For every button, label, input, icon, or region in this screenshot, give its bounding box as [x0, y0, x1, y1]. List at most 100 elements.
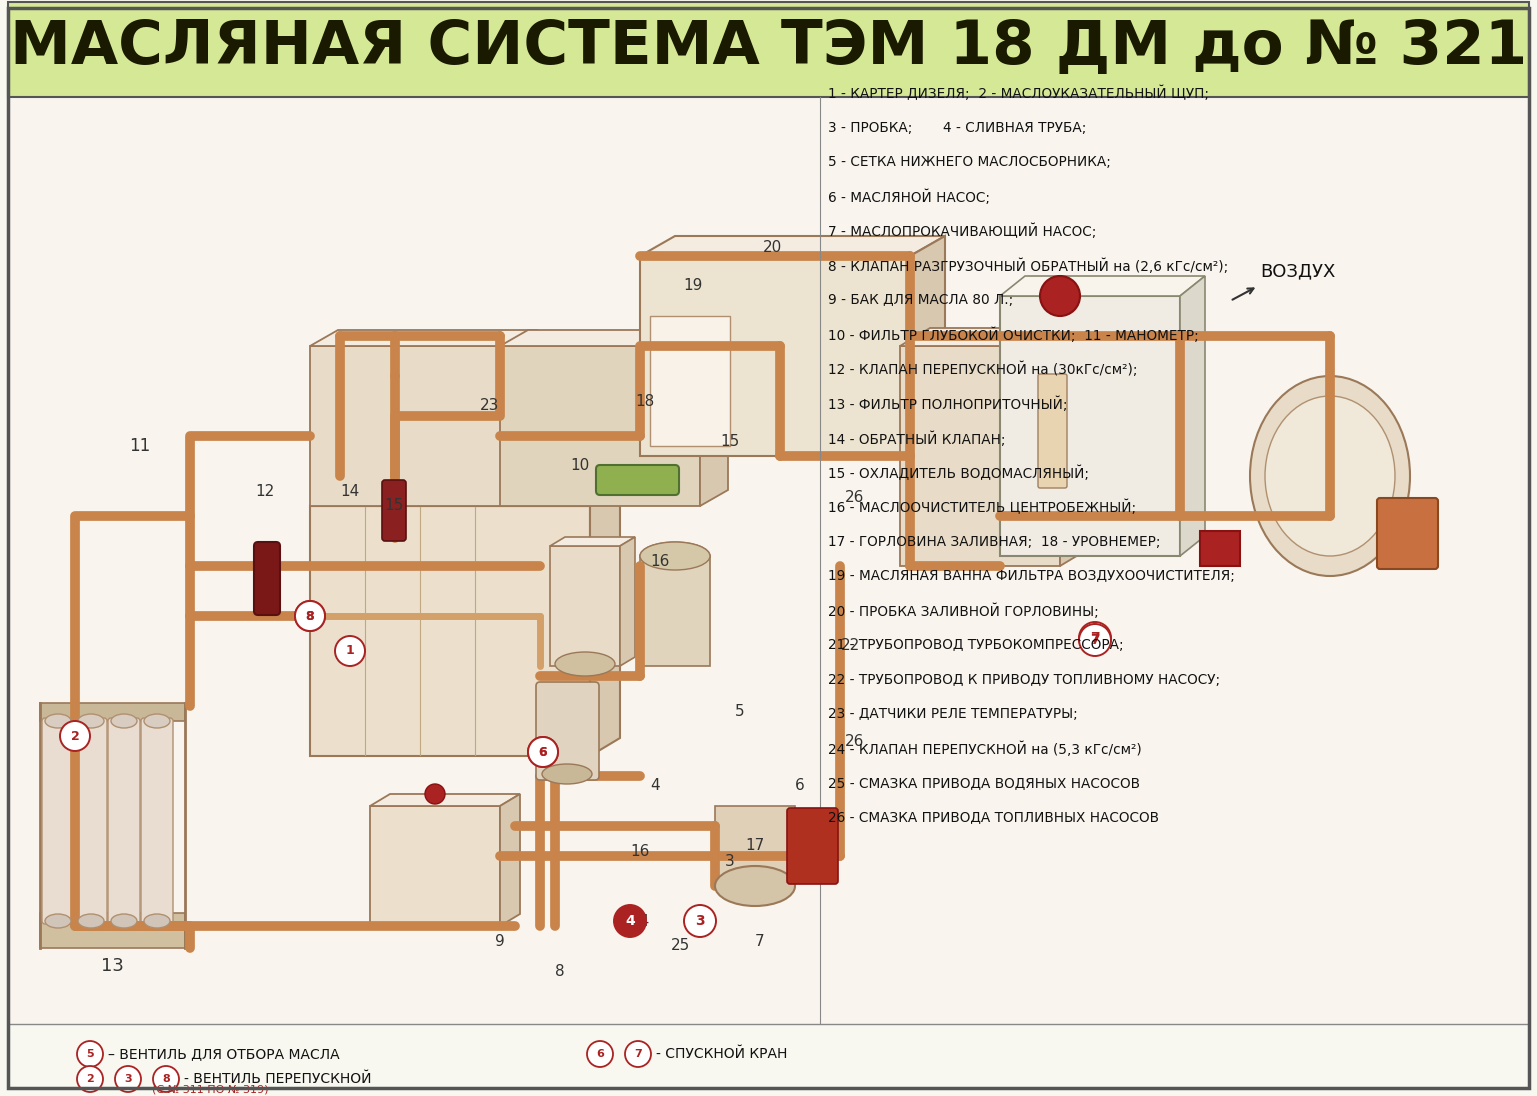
Text: 22 - ТРУБОПРОВОД К ПРИВОДУ ТОПЛИВНОМУ НАСОСУ;: 22 - ТРУБОПРОВОД К ПРИВОДУ ТОПЛИВНОМУ НА… [828, 673, 1220, 686]
Ellipse shape [111, 713, 137, 728]
Polygon shape [500, 794, 520, 926]
FancyBboxPatch shape [550, 546, 619, 666]
Text: 6: 6 [538, 745, 547, 758]
Circle shape [426, 784, 446, 804]
Polygon shape [1061, 328, 1090, 566]
FancyBboxPatch shape [1377, 498, 1439, 569]
Text: 10 - ФИЛЬТР ГЛУБОКОЙ ОЧИСТКИ;  11 - МАНОМЕТР;: 10 - ФИЛЬТР ГЛУБОКОЙ ОЧИСТКИ; 11 - МАНОМ… [828, 328, 1199, 343]
Ellipse shape [45, 914, 71, 928]
Text: 4: 4 [626, 914, 635, 928]
FancyBboxPatch shape [310, 346, 510, 506]
Text: 9 - БАК ДЛЯ МАСЛА 80 Л.;: 9 - БАК ДЛЯ МАСЛА 80 Л.; [828, 293, 1013, 307]
Text: 15: 15 [384, 499, 404, 514]
Circle shape [1079, 623, 1111, 654]
Circle shape [77, 1066, 103, 1092]
Polygon shape [550, 537, 635, 546]
Text: 21 - ТРУБОПРОВОД ТУРБОКОМПРЕССОРА;: 21 - ТРУБОПРОВОД ТУРБОКОМПРЕССОРА; [828, 638, 1124, 652]
Text: 22: 22 [841, 639, 859, 653]
Text: 1 - КАРТЕР ДИЗЕЛЯ;  2 - МАСЛОУКАЗАТЕЛЬНЫЙ ЩУП;: 1 - КАРТЕР ДИЗЕЛЯ; 2 - МАСЛОУКАЗАТЕЛЬНЫЙ… [828, 85, 1210, 102]
FancyBboxPatch shape [370, 806, 500, 926]
Text: 5 - СЕТКА НИЖНЕГО МАСЛОСБОРНИКА;: 5 - СЕТКА НИЖНЕГО МАСЛОСБОРНИКА; [828, 155, 1111, 169]
Text: 15 - ОХЛАДИТЕЛЬ ВОДОМАСЛЯНЫЙ;: 15 - ОХЛАДИТЕЛЬ ВОДОМАСЛЯНЫЙ; [828, 466, 1090, 481]
FancyBboxPatch shape [787, 808, 838, 884]
Text: 3: 3 [725, 854, 735, 868]
Text: 9: 9 [495, 934, 504, 948]
FancyBboxPatch shape [108, 718, 140, 924]
Text: 16: 16 [650, 553, 670, 569]
Polygon shape [699, 330, 729, 506]
Polygon shape [910, 236, 945, 456]
Text: - ВЕНТИЛЬ ПЕРЕПУСКНОЙ: - ВЕНТИЛЬ ПЕРЕПУСКНОЙ [184, 1072, 372, 1086]
Polygon shape [500, 330, 729, 346]
Text: 14 - ОБРАТНЫЙ КЛАПАН;: 14 - ОБРАТНЫЙ КЛАПАН; [828, 431, 1005, 446]
Text: 26 - СМАЗКА ПРИВОДА ТОПЛИВНЫХ НАСОСОВ: 26 - СМАЗКА ПРИВОДА ТОПЛИВНЫХ НАСОСОВ [828, 811, 1159, 824]
Text: 3 - ПРОБКА;       4 - СЛИВНАЯ ТРУБА;: 3 - ПРОБКА; 4 - СЛИВНАЯ ТРУБА; [828, 121, 1087, 135]
Circle shape [295, 601, 324, 631]
FancyBboxPatch shape [8, 99, 1529, 1024]
Text: – ВЕНТИЛЬ ДЛЯ ОТБОРА МАСЛА: – ВЕНТИЛЬ ДЛЯ ОТБОРА МАСЛА [108, 1047, 340, 1061]
Ellipse shape [78, 713, 105, 728]
Polygon shape [510, 330, 538, 506]
Text: 13: 13 [100, 957, 123, 975]
Text: 20 - ПРОБКА ЗАЛИВНОЙ ГОРЛОВИНЫ;: 20 - ПРОБКА ЗАЛИВНОЙ ГОРЛОВИНЫ; [828, 604, 1099, 619]
FancyBboxPatch shape [1001, 296, 1180, 556]
Text: 11: 11 [129, 437, 151, 455]
Circle shape [154, 1066, 178, 1092]
Circle shape [335, 636, 364, 666]
Text: 5: 5 [86, 1049, 94, 1059]
Ellipse shape [639, 543, 710, 570]
FancyBboxPatch shape [536, 682, 599, 780]
FancyBboxPatch shape [901, 346, 1061, 566]
Text: 6: 6 [596, 1049, 604, 1059]
Text: 19: 19 [684, 278, 702, 294]
Polygon shape [619, 537, 635, 666]
Polygon shape [590, 488, 619, 756]
Ellipse shape [543, 764, 592, 784]
FancyBboxPatch shape [715, 806, 795, 886]
Text: 7 - МАСЛОПРОКАЧИВАЮЩИЙ НАСОС;: 7 - МАСЛОПРОКАЧИВАЮЩИЙ НАСОС; [828, 224, 1096, 240]
Text: 18: 18 [635, 393, 655, 409]
Text: 23: 23 [480, 399, 500, 413]
Text: 8: 8 [306, 609, 314, 623]
FancyBboxPatch shape [40, 913, 184, 948]
Ellipse shape [78, 914, 105, 928]
Circle shape [529, 737, 558, 767]
Ellipse shape [45, 713, 71, 728]
Text: 8: 8 [306, 609, 314, 623]
FancyBboxPatch shape [650, 316, 730, 446]
Text: 8 - КЛАПАН РАЗГРУЗОЧНЫЙ ОБРАТНЫЙ на (2,6 кГс/см²);: 8 - КЛАПАН РАЗГРУЗОЧНЫЙ ОБРАТНЫЙ на (2,6… [828, 259, 1228, 274]
Ellipse shape [715, 866, 795, 906]
Text: 4: 4 [650, 778, 659, 794]
Text: 1: 1 [346, 644, 355, 658]
Text: 25: 25 [670, 938, 690, 954]
FancyBboxPatch shape [8, 2, 1529, 98]
Text: 12: 12 [255, 483, 275, 499]
Circle shape [684, 905, 716, 937]
Circle shape [60, 721, 91, 751]
Circle shape [529, 737, 558, 767]
Circle shape [77, 1041, 103, 1068]
Text: 24 - КЛАПАН ПЕРЕПУСКНОЙ на (5,3 кГс/см²): 24 - КЛАПАН ПЕРЕПУСКНОЙ на (5,3 кГс/см²) [828, 742, 1142, 757]
Text: 16: 16 [630, 844, 650, 858]
Polygon shape [639, 236, 945, 256]
Text: 8: 8 [161, 1074, 171, 1084]
Text: 7: 7 [635, 1049, 642, 1059]
Text: 6: 6 [795, 778, 805, 794]
Polygon shape [370, 794, 520, 806]
Polygon shape [310, 488, 619, 506]
Polygon shape [901, 328, 1090, 346]
Polygon shape [310, 330, 538, 346]
Text: ВОЗДУХ: ВОЗДУХ [1260, 262, 1336, 279]
Ellipse shape [1250, 376, 1409, 576]
Text: 6 - МАСЛЯНОЙ НАСОС;: 6 - МАСЛЯНОЙ НАСОС; [828, 190, 990, 205]
FancyBboxPatch shape [41, 718, 74, 924]
FancyBboxPatch shape [141, 718, 174, 924]
FancyBboxPatch shape [1037, 374, 1067, 488]
FancyBboxPatch shape [596, 465, 679, 495]
Text: 7: 7 [1090, 631, 1100, 646]
Ellipse shape [144, 914, 171, 928]
Text: 7: 7 [755, 934, 765, 948]
Text: 19 - МАСЛЯНАЯ ВАННА ФИЛЬТРА ВОЗДУХООЧИСТИТЕЛЯ;: 19 - МАСЛЯНАЯ ВАННА ФИЛЬТРА ВОЗДУХООЧИСТ… [828, 569, 1234, 583]
FancyBboxPatch shape [40, 703, 184, 721]
Text: 17 - ГОРЛОВИНА ЗАЛИВНАЯ;  18 - УРОВНЕМЕР;: 17 - ГОРЛОВИНА ЗАЛИВНАЯ; 18 - УРОВНЕМЕР; [828, 535, 1160, 548]
